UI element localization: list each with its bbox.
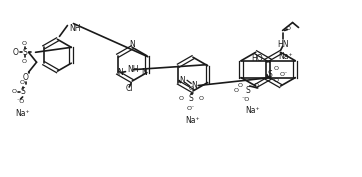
Text: O: O — [253, 82, 258, 88]
Text: N: N — [141, 68, 147, 77]
Text: NH: NH — [70, 24, 81, 33]
Text: HO: HO — [251, 54, 262, 63]
Text: ⁻O: ⁻O — [241, 97, 250, 102]
Text: O: O — [189, 87, 193, 92]
Text: ⁻O: ⁻O — [17, 99, 25, 104]
Text: O: O — [237, 82, 242, 88]
Text: Na⁺: Na⁺ — [279, 52, 293, 61]
Text: S: S — [245, 87, 250, 95]
Text: N: N — [129, 40, 135, 49]
Text: O: O — [198, 96, 203, 101]
Text: O: O — [13, 48, 18, 57]
Text: Na⁺: Na⁺ — [186, 116, 200, 125]
Text: O: O — [273, 78, 278, 83]
Text: O: O — [273, 66, 278, 71]
Text: N: N — [180, 76, 185, 85]
Text: N: N — [191, 81, 197, 90]
Text: O: O — [22, 59, 27, 64]
Text: O: O — [178, 96, 184, 101]
Text: Na⁺: Na⁺ — [15, 109, 30, 118]
Text: Na⁺: Na⁺ — [245, 106, 260, 115]
Text: O: O — [22, 41, 27, 46]
Text: O: O — [23, 73, 29, 82]
Text: O: O — [11, 89, 16, 95]
Text: S: S — [20, 87, 25, 96]
Text: O: O — [20, 79, 25, 85]
Text: N: N — [118, 68, 123, 77]
Text: NH: NH — [127, 65, 139, 74]
Text: S: S — [189, 94, 193, 103]
Text: O: O — [233, 88, 238, 93]
Text: S: S — [22, 48, 27, 57]
Text: O⁻: O⁻ — [280, 72, 288, 77]
Text: O⁻: O⁻ — [187, 106, 195, 111]
Text: O: O — [286, 26, 291, 31]
Text: Cl: Cl — [126, 84, 133, 93]
Text: S: S — [268, 70, 272, 79]
Text: HN: HN — [277, 40, 289, 49]
